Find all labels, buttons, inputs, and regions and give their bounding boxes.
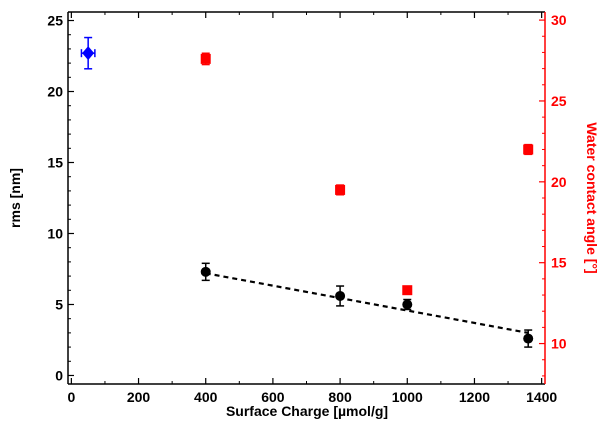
y2-tick-label: 10 <box>551 336 567 352</box>
reference-point <box>82 46 95 61</box>
x-tick-label: 400 <box>194 389 218 405</box>
x-axis-title: Surface Charge [µmol/g] <box>226 403 388 419</box>
x-tick-label: 1400 <box>526 389 557 405</box>
y2-tick-label: 20 <box>551 174 567 190</box>
x-tick-label: 600 <box>261 389 285 405</box>
y-tick-label: 25 <box>47 13 63 29</box>
x-tick-label: 200 <box>127 389 151 405</box>
y2-tick-label: 25 <box>551 93 567 109</box>
contact-angle-point <box>402 285 413 296</box>
fit-line-layer <box>205 272 529 334</box>
y-tick-label: 10 <box>47 225 63 241</box>
x-tick-label: 1200 <box>459 389 490 405</box>
contact-angle-point <box>335 184 346 195</box>
contact-angle-point <box>200 53 211 64</box>
rms-point <box>200 266 211 277</box>
y2-tick-label: 15 <box>551 255 567 271</box>
fit-line <box>205 272 529 334</box>
x-axis-ticks: 0 200 400 600 800 1000 1200 1400 <box>67 12 557 405</box>
y-tick-label: 0 <box>55 367 63 383</box>
rms-point <box>335 290 346 301</box>
y2-axis-ticks: 10 15 20 25 30 <box>539 12 567 377</box>
rms-point <box>523 333 534 344</box>
y-tick-label: 20 <box>47 84 63 100</box>
data-marks <box>80 36 534 348</box>
y2-tick-label: 30 <box>551 12 567 28</box>
x-tick-label: 0 <box>67 389 75 405</box>
rms-point <box>402 299 413 310</box>
x-tick-label: 800 <box>328 389 352 405</box>
x-tick-label: 1000 <box>392 389 423 405</box>
plot-frame <box>67 11 546 385</box>
y-tick-label: 15 <box>47 155 63 171</box>
y-tick-label: 5 <box>55 296 63 312</box>
y-axis-title: rms [nm] <box>7 168 23 228</box>
contact-angle-point <box>523 144 534 155</box>
y-axis-ticks: 0 5 10 15 20 25 <box>47 13 74 383</box>
y2-axis-title: Water contact angle [°] <box>584 122 600 273</box>
